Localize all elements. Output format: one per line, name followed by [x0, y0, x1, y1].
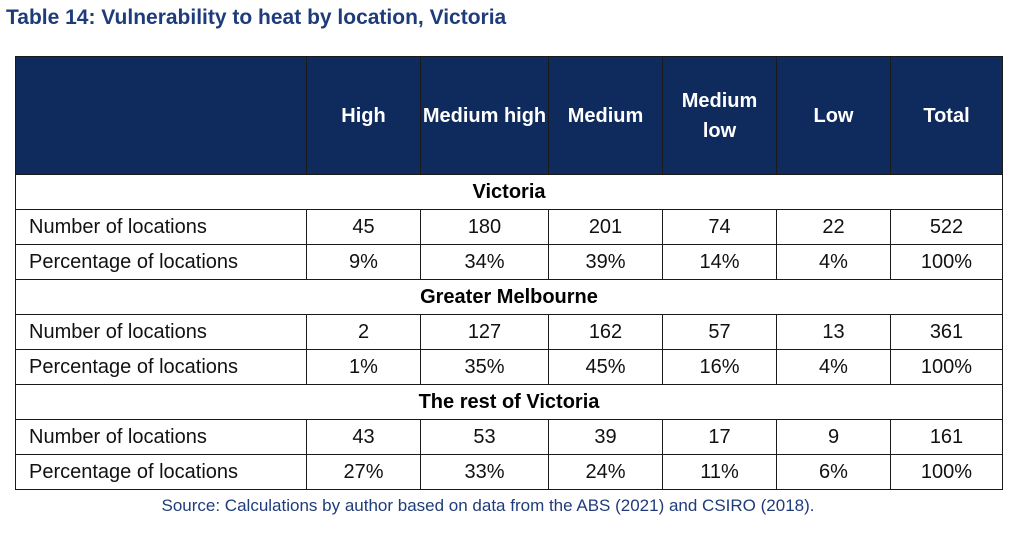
cell-medium-high: 33%: [420, 454, 549, 490]
column-header-medium-high: Medium high: [420, 56, 549, 175]
cell-medium-low: 17: [662, 419, 777, 455]
cell-medium: 201: [548, 209, 663, 245]
cell-high: 1%: [306, 349, 421, 385]
column-header-high: High: [306, 56, 421, 175]
cell-medium: 39%: [548, 244, 663, 280]
section-title: Greater Melbourne: [15, 279, 1003, 315]
cell-medium: 162: [548, 314, 663, 350]
row-label: Percentage of locations: [15, 349, 307, 385]
table-row: Percentage of locations 27% 33% 24% 11% …: [15, 454, 1003, 490]
cell-total: 522: [890, 209, 1003, 245]
cell-medium-low: 14%: [662, 244, 777, 280]
table-row: Number of locations 45 180 201 74 22 522: [15, 209, 1003, 245]
cell-total: 100%: [890, 349, 1003, 385]
table-row: Percentage of locations 9% 34% 39% 14% 4…: [15, 244, 1003, 280]
cell-high: 27%: [306, 454, 421, 490]
row-label: Number of locations: [15, 314, 307, 350]
source-note: Source: Calculations by author based on …: [161, 496, 815, 515]
section-row: Victoria: [15, 174, 1003, 210]
cell-medium: 45%: [548, 349, 663, 385]
table-title: Table 14: Vulnerability to heat by locat…: [6, 6, 507, 29]
cell-medium-low: 74: [662, 209, 777, 245]
table-row: Percentage of locations 1% 35% 45% 16% 4…: [15, 349, 1003, 385]
cell-medium-low: 57: [662, 314, 777, 350]
heat-vulnerability-table: High Medium high Medium Medium low Low T…: [15, 56, 1003, 490]
section-row: The rest of Victoria: [15, 384, 1003, 420]
cell-total: 100%: [890, 454, 1003, 490]
cell-medium-high: 180: [420, 209, 549, 245]
cell-total: 100%: [890, 244, 1003, 280]
cell-low: 4%: [776, 349, 891, 385]
cell-low: 13: [776, 314, 891, 350]
cell-high: 45: [306, 209, 421, 245]
column-header-medium-low: Medium low: [662, 56, 777, 175]
cell-total: 361: [890, 314, 1003, 350]
column-header-medium: Medium: [548, 56, 663, 175]
cell-medium-high: 127: [420, 314, 549, 350]
section-row: Greater Melbourne: [15, 279, 1003, 315]
cell-medium-high: 53: [420, 419, 549, 455]
column-header-low: Low: [776, 56, 891, 175]
cell-medium-high: 35%: [420, 349, 549, 385]
cell-medium: 39: [548, 419, 663, 455]
cell-high: 43: [306, 419, 421, 455]
cell-medium-low: 11%: [662, 454, 777, 490]
row-label: Percentage of locations: [15, 454, 307, 490]
cell-total: 161: [890, 419, 1003, 455]
table-row: Number of locations 43 53 39 17 9 161: [15, 419, 1003, 455]
column-header-total: Total: [890, 56, 1003, 175]
cell-medium-high: 34%: [420, 244, 549, 280]
cell-high: 9%: [306, 244, 421, 280]
section-title: Victoria: [15, 174, 1003, 210]
cell-low: 9: [776, 419, 891, 455]
row-label: Number of locations: [15, 419, 307, 455]
column-header-blank: [15, 56, 307, 175]
table-row: Number of locations 2 127 162 57 13 361: [15, 314, 1003, 350]
cell-medium-low: 16%: [662, 349, 777, 385]
cell-low: 22: [776, 209, 891, 245]
row-label: Percentage of locations: [15, 244, 307, 280]
row-label: Number of locations: [15, 209, 307, 245]
section-title: The rest of Victoria: [15, 384, 1003, 420]
cell-low: 6%: [776, 454, 891, 490]
table-header-row: High Medium high Medium Medium low Low T…: [15, 56, 1003, 175]
cell-low: 4%: [776, 244, 891, 280]
cell-medium: 24%: [548, 454, 663, 490]
cell-high: 2: [306, 314, 421, 350]
